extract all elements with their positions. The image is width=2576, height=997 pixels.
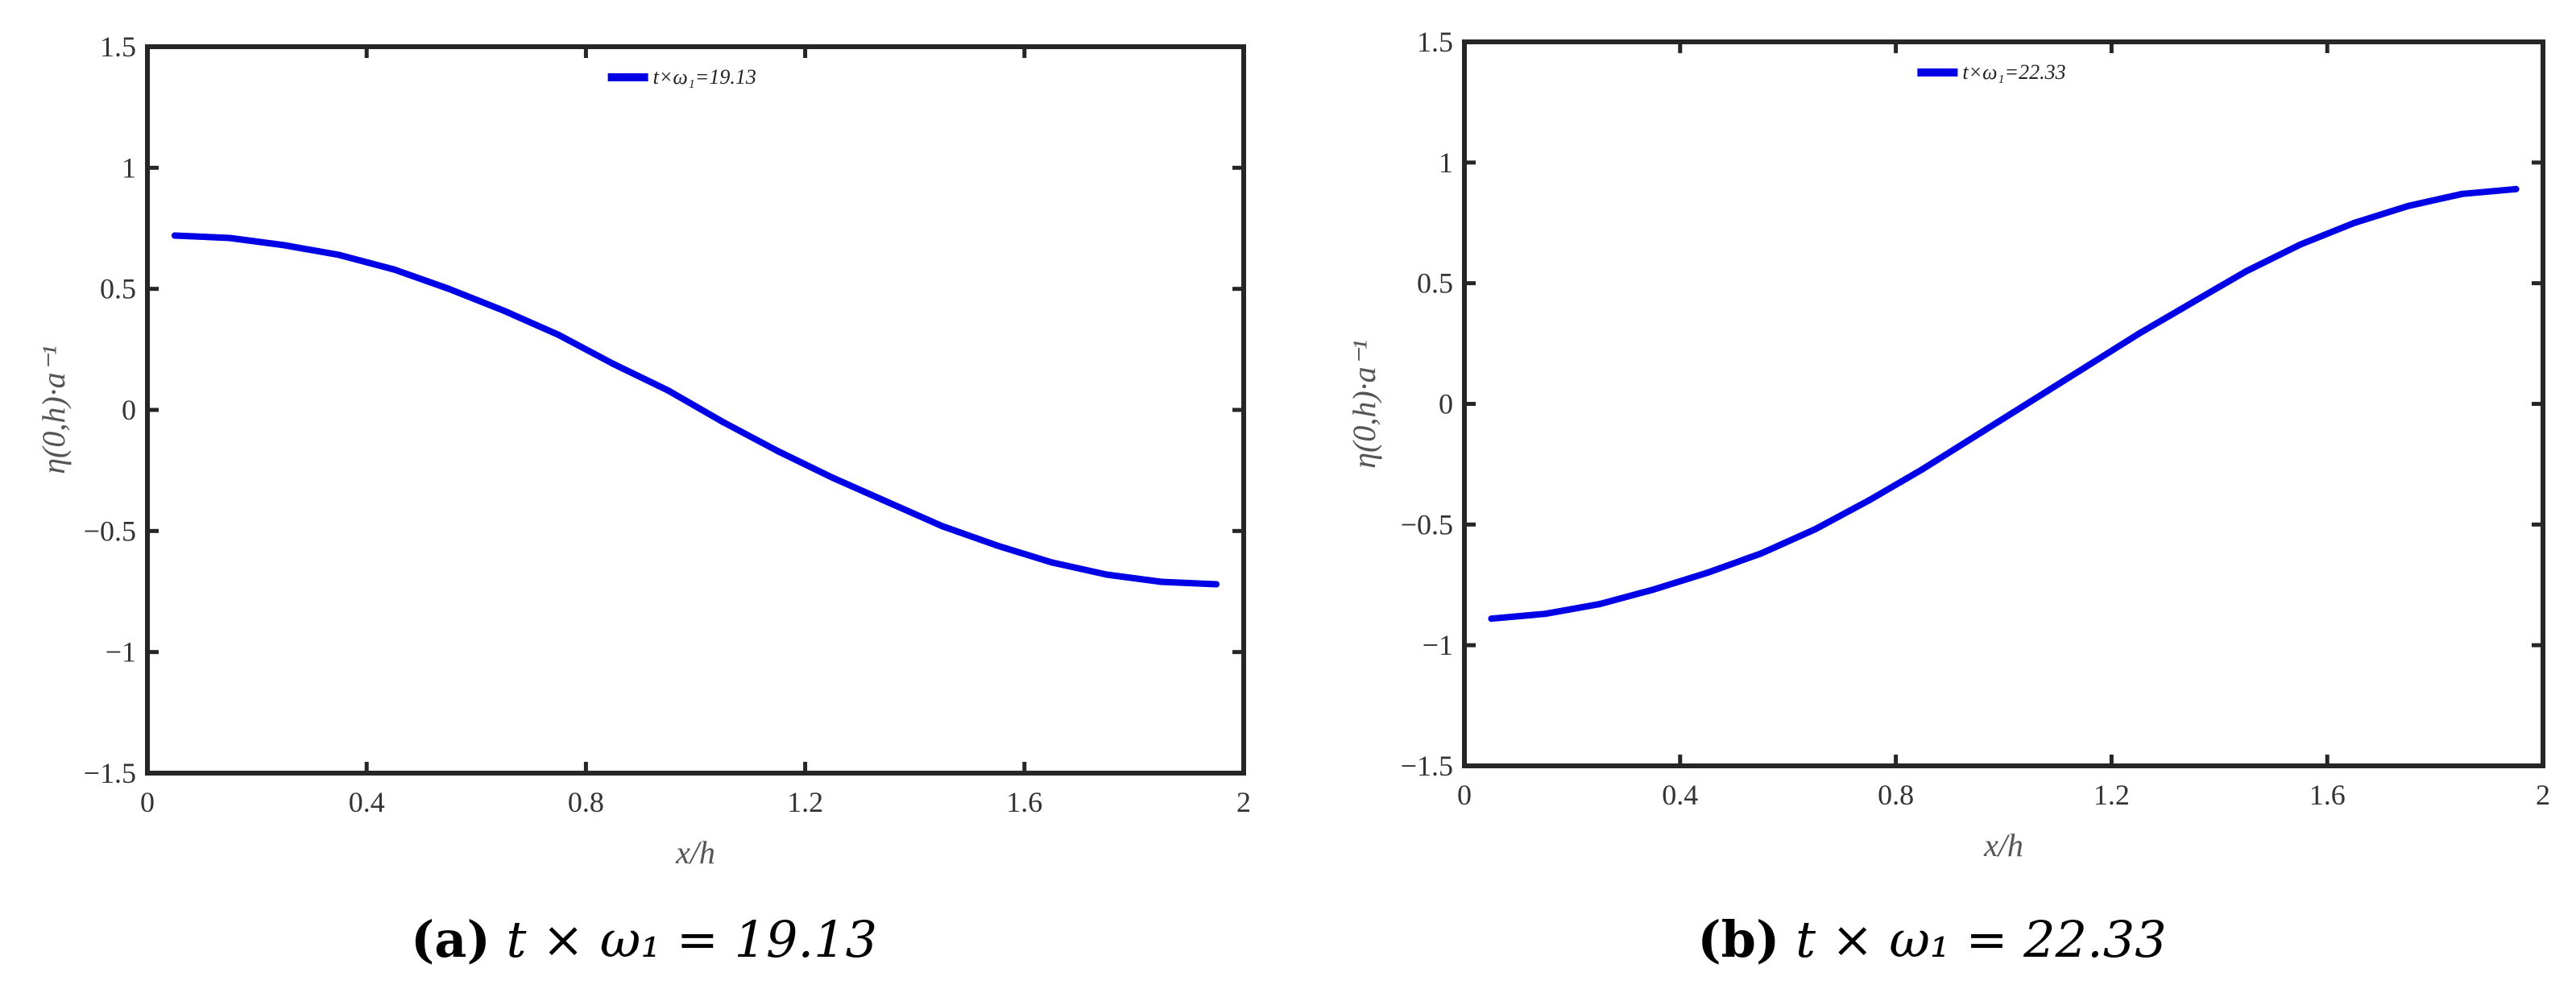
x-tick-label: 2 <box>1236 786 1251 818</box>
data-point <box>2296 241 2304 248</box>
x-tick-label: 0.8 <box>568 786 604 818</box>
y-tick-label: 1 <box>122 151 136 184</box>
data-point <box>665 387 672 394</box>
data-point <box>1704 569 1711 577</box>
data-point <box>938 523 946 530</box>
y-tick-label: −1 <box>1423 629 1453 661</box>
chart-b: 0 0.4 0.8 1.2 1.6 2 1.5 1 0.5 0 −0.5 −1 −1.5 x/h η(0,h… <box>1346 26 2550 863</box>
data-point <box>226 234 234 242</box>
data-point <box>391 266 398 273</box>
data-point <box>719 419 727 426</box>
y-tick-label: 0.5 <box>1417 267 1453 300</box>
data-point <box>1542 610 1549 618</box>
caption-a: (a) t × ω₁ = 19.13 <box>0 910 1288 969</box>
panel-b: 0 0.4 0.8 1.2 1.6 2 1.5 1 0.5 0 −0.5 −1 −1.5 x/h η(0,h… <box>1288 0 2576 997</box>
x-tick-label: 1.2 <box>787 786 823 818</box>
data-point <box>1596 601 1603 608</box>
x-tick-label: 0 <box>1457 779 1472 811</box>
x-tick-label: 0.4 <box>1662 779 1698 811</box>
x-tick-label: 0 <box>140 786 155 818</box>
plot-frame <box>1462 39 2545 768</box>
data-point <box>1920 465 1927 473</box>
x-tick-label: 1.6 <box>1006 786 1042 818</box>
data-point <box>2512 185 2520 192</box>
x-axis-label: x/h <box>675 834 715 871</box>
data-point <box>1812 526 1819 533</box>
y-tick-label: 0.5 <box>100 273 136 305</box>
data-point <box>1048 559 1055 566</box>
data-point <box>1488 615 1495 623</box>
x-axis-label: x/h <box>1983 827 2023 863</box>
y-tick-label: 1.5 <box>1417 26 1453 58</box>
data-point <box>2189 299 2196 306</box>
data-point <box>336 251 343 259</box>
y-tick-label: −0.5 <box>1401 508 1453 540</box>
series-line <box>172 232 1220 588</box>
data-point <box>2135 330 2142 337</box>
chart-a: 0 0.4 0.8 1.2 1.6 2 1.5 1 0.5 0 −0.5 −1 −1.5 x/h η(0,h… <box>35 31 1251 871</box>
data-point <box>884 498 891 506</box>
legend-entry: t×ω₁=19.13 <box>653 65 756 89</box>
x-tick-label: 0.4 <box>349 786 385 818</box>
x-tick-label: 0.8 <box>1878 779 1914 811</box>
y-tick-label: 0 <box>1439 388 1453 420</box>
data-point <box>1758 550 1765 557</box>
caption-b-math: t × ω₁ = 22.33 <box>1795 910 2167 969</box>
series-line <box>1488 185 2520 623</box>
y-tick-label: −1.5 <box>1401 750 1453 782</box>
y-tick-label: −0.5 <box>84 515 136 547</box>
caption-a-tag: (a) <box>410 910 491 969</box>
data-point <box>2404 202 2412 209</box>
legend-entry: t×ω₁=22.33 <box>1962 60 2065 84</box>
data-point <box>2081 364 2088 371</box>
y-axis-label: η(0,h)·a⁻¹ <box>35 345 72 474</box>
x-tick-label: 1.6 <box>2309 779 2346 811</box>
data-point <box>993 542 1000 549</box>
data-point <box>281 242 288 249</box>
y-tick-label: 0 <box>122 394 136 426</box>
data-point <box>555 331 562 338</box>
data-point <box>1158 578 1165 585</box>
y-tick-label: −1.5 <box>84 757 136 789</box>
x-tick-label: 2 <box>2536 779 2550 811</box>
panel-a: 0 0.4 0.8 1.2 1.6 2 1.5 1 0.5 0 −0.5 −1 −1.5 x/h η(0,h… <box>0 31 1288 969</box>
data-point <box>2027 398 2034 405</box>
data-point <box>2458 190 2466 197</box>
data-point <box>829 474 836 482</box>
data-point <box>1650 586 1657 594</box>
caption-b: (b) t × ω₁ = 22.33 <box>1288 910 2576 969</box>
data-point <box>1973 432 1981 439</box>
x-tick-label: 1.2 <box>2094 779 2130 811</box>
data-point <box>2243 267 2250 275</box>
caption-b-tag: (b) <box>1697 910 1780 969</box>
data-point <box>1866 497 1873 504</box>
y-tick-label: 1.5 <box>100 31 136 63</box>
data-point <box>172 232 179 239</box>
data-point <box>500 307 507 314</box>
y-axis-label: η(0,h)·a⁻¹ <box>1346 340 1382 469</box>
data-point <box>445 285 453 292</box>
y-tick-label: −1 <box>106 636 136 668</box>
y-tick-label: 1 <box>1439 147 1453 179</box>
data-point <box>1212 581 1220 588</box>
caption-a-math: t × ω₁ = 19.13 <box>506 910 878 969</box>
data-point <box>610 360 617 367</box>
data-point <box>1103 571 1110 578</box>
data-point <box>2350 219 2358 226</box>
data-point <box>774 448 781 455</box>
